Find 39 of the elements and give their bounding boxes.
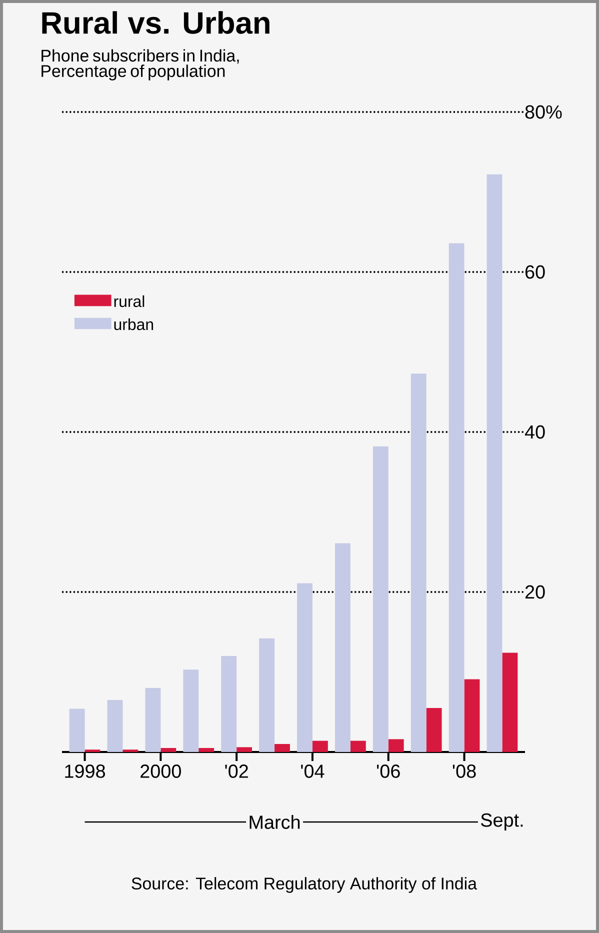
x-tick-label: 2000 [140, 764, 181, 778]
legend-label: rural [114, 295, 144, 308]
y-tick-label: 80% [525, 105, 562, 119]
bar [198, 748, 214, 752]
bar [372, 446, 388, 752]
legend-label: urban [114, 318, 154, 330]
x-tick-label: '04 [301, 764, 324, 778]
y-tick-label: 60 [525, 265, 545, 279]
source-note: Source: Telecom Regulatory Authority of India [132, 877, 477, 893]
bar [274, 744, 290, 752]
x-tick-label: '06 [376, 764, 400, 778]
chart-subtitle: Phone subscribers in India, Percentage of population [42, 49, 239, 80]
bar [410, 374, 426, 752]
bar [486, 174, 502, 752]
bar [160, 748, 176, 752]
bar [183, 670, 199, 752]
bar [107, 700, 123, 752]
y-tick-label: 20 [525, 585, 545, 599]
x-tick-label: '02 [225, 764, 248, 778]
x-tick-label: 1998 [65, 764, 105, 778]
bar [297, 583, 312, 752]
bar [145, 688, 161, 752]
y-tick-label: 40 [524, 425, 545, 439]
x-tick-label: '08 [452, 764, 476, 778]
bar [464, 679, 480, 752]
bar [312, 740, 328, 752]
bar [426, 708, 442, 752]
bar [259, 638, 275, 752]
text: Sept. [480, 813, 523, 831]
bar [221, 656, 237, 752]
bar [388, 739, 404, 752]
bar [448, 243, 464, 752]
chart-title: Rural vs. Urban [42, 11, 270, 34]
bar [350, 740, 366, 752]
bar [502, 652, 518, 752]
text: March [250, 815, 300, 829]
bar [69, 708, 85, 752]
bar [236, 747, 252, 752]
bar [334, 543, 350, 752]
